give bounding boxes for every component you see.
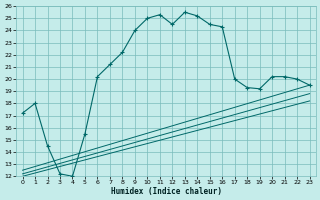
X-axis label: Humidex (Indice chaleur): Humidex (Indice chaleur) <box>111 187 221 196</box>
